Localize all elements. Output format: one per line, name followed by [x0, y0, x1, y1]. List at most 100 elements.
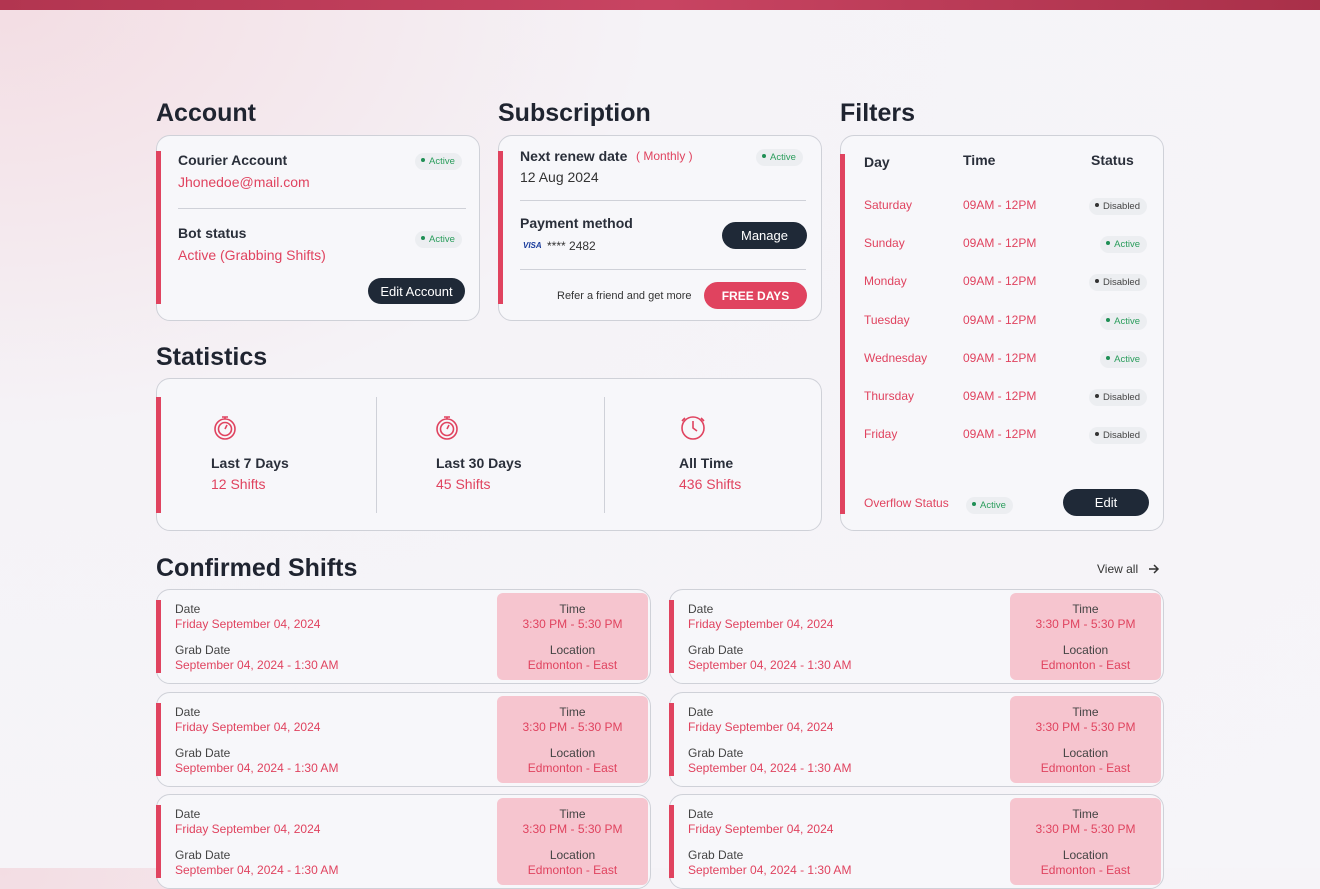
statistics-title: Statistics — [156, 343, 268, 371]
view-all-link[interactable]: View all — [1097, 562, 1139, 576]
status-badge: Active — [756, 149, 803, 166]
accent-bar — [156, 805, 161, 878]
time: 3:30 PM - 5:30 PM — [522, 617, 623, 631]
date-label: Date — [688, 807, 714, 821]
divider — [520, 200, 806, 201]
top-bar — [0, 0, 1320, 10]
day: Wednesday — [864, 350, 928, 365]
time: 3:30 PM - 5:30 PM — [522, 822, 623, 836]
renew-label: Next renew date — [520, 148, 628, 164]
stat-value: 45 Shifts — [436, 476, 491, 492]
divider — [604, 397, 605, 513]
status-badge: Disabled — [1089, 389, 1147, 406]
status-badge: Active — [1100, 350, 1147, 368]
status-badge: Disabled — [1089, 274, 1147, 292]
shift-card: Date Friday September 04, 2024 Grab Date Se… — [669, 691, 1164, 787]
status-badge: Active — [415, 153, 462, 170]
time-label: Time — [1072, 807, 1099, 821]
time-label: Time — [559, 602, 586, 616]
payment-label: Payment method — [520, 215, 633, 231]
grab-date: September 04, 2024 - 1:30 AM — [688, 863, 852, 877]
status-badge: Active — [415, 231, 462, 248]
date-label: Date — [175, 704, 201, 719]
overflow-label: Overflow Status — [864, 496, 949, 510]
location: Edmonton - East — [1040, 863, 1131, 877]
edit-filters-button[interactable]: Edit — [1063, 489, 1149, 516]
courier-label: Courier Account — [178, 152, 288, 168]
accent-bar — [669, 805, 674, 878]
grab-date: September 04, 2024 - 1:30 AM — [175, 658, 339, 672]
refer-text: Refer a friend and get more — [557, 290, 692, 302]
status-badge: Disabled — [1089, 198, 1147, 215]
time-label: Time — [559, 807, 586, 821]
time-location-box: Time 3:30 PM - 5:30 PM Location Edmonton - … — [497, 593, 648, 680]
date: Friday September 04, 2024 — [688, 822, 834, 836]
time-range: 09AM - 12PM — [963, 389, 1037, 403]
date: Friday September 04, 2024 — [175, 822, 321, 836]
stat-value: 436 Shifts — [679, 476, 742, 492]
location: Edmonton - East — [1040, 658, 1131, 672]
column-header: Status — [1091, 152, 1134, 168]
shift-card: Date Friday September 04, 2024 Grab Date Se… — [156, 691, 651, 787]
date: Friday September 04, 2024 — [688, 719, 834, 734]
free-days-button[interactable]: FREE DAYS — [704, 282, 807, 309]
filters-title: Filters — [840, 99, 916, 127]
subscription-card: Next renew date ( Monthly ) Active 12 Au… — [498, 135, 822, 321]
status-badge: Active — [966, 497, 1013, 514]
time-location-box: Time 3:30 PM - 5:30 PM Location Edmonton - … — [1010, 798, 1161, 885]
grab-date: September 04, 2024 - 1:30 AM — [688, 760, 852, 775]
card-brand: VISA — [523, 241, 542, 250]
email: Jhonedoe@mail.com — [178, 174, 310, 190]
time-range: 09AM - 12PM — [963, 427, 1037, 442]
location-label: Location — [1062, 643, 1109, 657]
account-title: Account — [156, 99, 256, 127]
statistics-card: Last 7 Days 12 Shifts Last 30 Days 45 Sh… — [156, 378, 822, 531]
shift-card: Date Friday September 04, 2024 Grab Date Se… — [669, 794, 1164, 889]
card-number: **** 2482 — [547, 239, 596, 253]
date: Friday September 04, 2024 — [175, 719, 321, 734]
bot-label: Bot status — [178, 225, 247, 241]
location-label: Location — [1062, 745, 1109, 760]
time: 3:30 PM - 5:30 PM — [1035, 822, 1136, 836]
time-label: Time — [1072, 602, 1099, 616]
day: Thursday — [864, 389, 915, 403]
status-badge: Disabled — [1089, 427, 1147, 445]
time-location-box: Time 3:30 PM - 5:30 PM Location Edmonton - … — [1010, 695, 1161, 783]
divider — [520, 269, 806, 270]
time: 3:30 PM - 5:30 PM — [1035, 719, 1136, 734]
shift-card: Date Friday September 04, 2024 Grab Date Se… — [156, 589, 651, 684]
shift-card: Date Friday September 04, 2024 Grab Date Se… — [156, 794, 651, 889]
shifts-title: Confirmed Shifts — [156, 554, 358, 582]
edit-account-button[interactable]: Edit Account — [368, 278, 465, 304]
status-badge: Active — [1100, 312, 1147, 330]
time-range: 09AM - 12PM — [963, 274, 1037, 289]
stat-label: All Time — [679, 455, 734, 471]
location-label: Location — [549, 643, 596, 657]
grab-label: Grab Date — [688, 643, 744, 657]
time-label: Time — [559, 704, 586, 719]
grab-date: September 04, 2024 - 1:30 AM — [175, 863, 339, 877]
time-range: 09AM - 12PM — [963, 236, 1037, 251]
day: Sunday — [864, 236, 905, 251]
column-header: Day — [864, 154, 890, 170]
grab-label: Grab Date — [175, 745, 231, 760]
grab-label: Grab Date — [175, 643, 231, 657]
location: Edmonton - East — [1040, 760, 1131, 775]
stat-label: Last 7 Days — [211, 455, 289, 471]
renew-period: ( Monthly ) — [636, 149, 693, 163]
location-label: Location — [549, 848, 596, 862]
clock-icon — [681, 416, 705, 440]
grab-label: Grab Date — [175, 848, 231, 862]
accent-bar — [669, 702, 674, 776]
arrow-icon[interactable] — [1148, 563, 1160, 575]
day: Saturday — [864, 198, 913, 212]
account-card: Courier Account Active Jhonedoe@mail.com… — [156, 135, 480, 321]
location: Edmonton - East — [527, 658, 618, 672]
accent-bar — [498, 151, 503, 304]
time-location-box: Time 3:30 PM - 5:30 PM Location Edmonton - … — [497, 798, 648, 885]
location: Edmonton - East — [527, 863, 618, 877]
status-badge: Active — [1100, 236, 1147, 254]
manage-button[interactable]: Manage — [722, 222, 807, 249]
day: Friday — [864, 427, 898, 442]
shift-card: Date Friday September 04, 2024 Grab Date Se… — [669, 589, 1164, 684]
